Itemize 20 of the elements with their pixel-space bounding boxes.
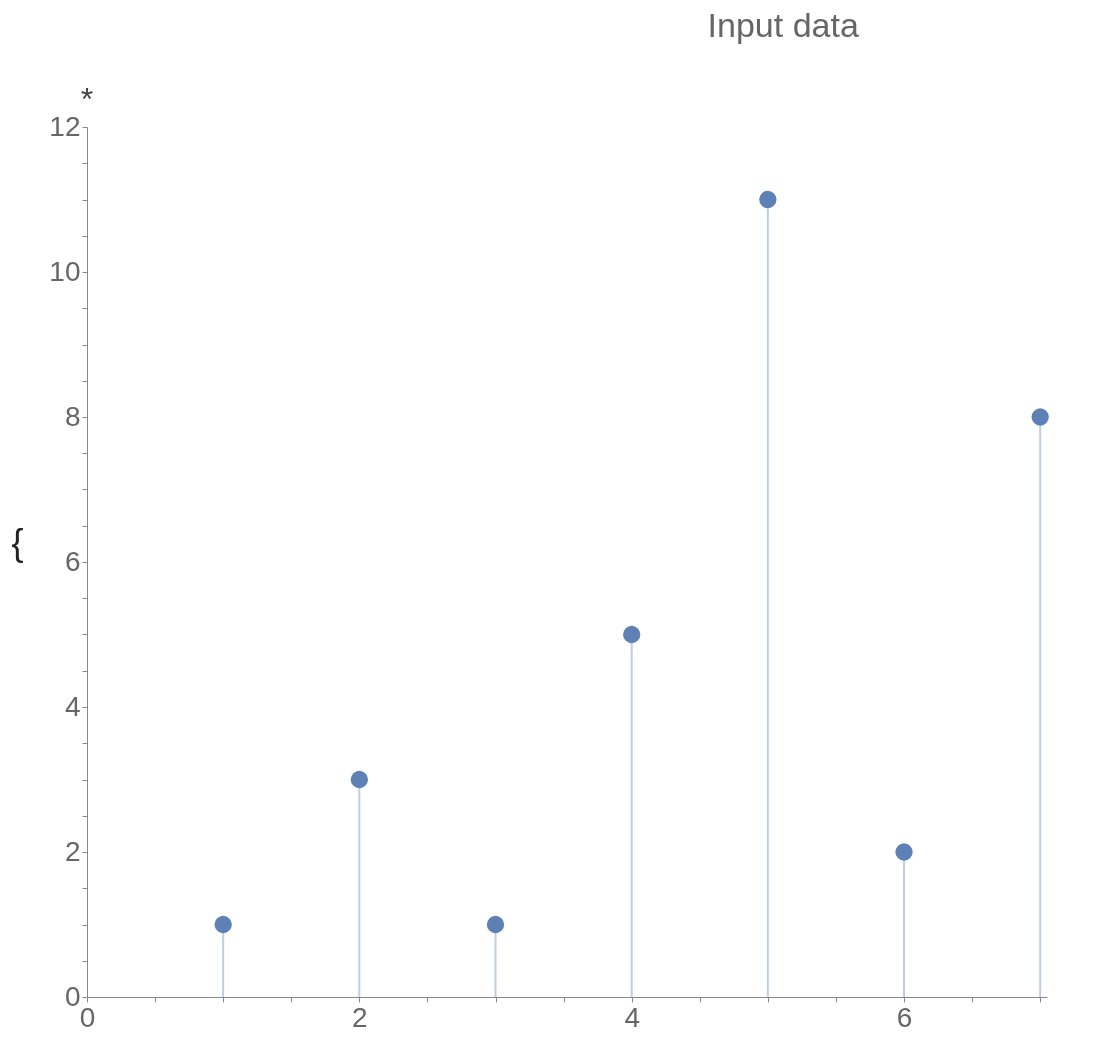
y-tick-label: 2: [64, 835, 81, 867]
point: [895, 843, 913, 861]
x-tick-label: 6: [896, 1001, 913, 1033]
point: [350, 770, 368, 789]
text: *: [80, 81, 94, 117]
y-axis-title: {: [11, 521, 24, 563]
y-tick-label: 0: [64, 980, 81, 1012]
y-tick-label: 8: [64, 400, 81, 432]
chart-title: Input data: [707, 6, 859, 44]
y-tick-label: 4: [64, 690, 81, 722]
y-tick-label: 12: [49, 110, 81, 142]
y-tick-label: 6: [64, 545, 81, 577]
point: [1031, 408, 1049, 426]
x-tick-label: 2: [352, 1001, 368, 1033]
point: [759, 190, 777, 209]
x-tick-label: 4: [624, 1001, 640, 1033]
point: [623, 625, 641, 644]
point: [486, 915, 505, 934]
point: [214, 915, 232, 934]
y-tick-label: 10: [49, 255, 81, 287]
